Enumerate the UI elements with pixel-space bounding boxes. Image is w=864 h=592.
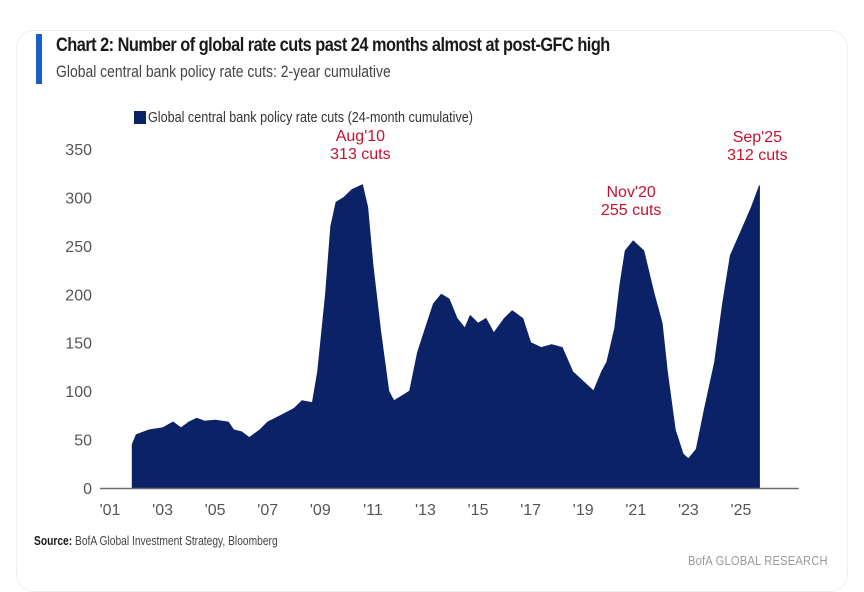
title-accent-bar (36, 34, 42, 84)
y-tick-label: 200 (65, 287, 92, 304)
annotation-date: Nov'20 (607, 184, 656, 201)
x-tick-label: '21 (625, 502, 646, 519)
annotation-date: Sep'25 (733, 129, 782, 146)
annotation-value: 255 cuts (601, 202, 661, 219)
brand-watermark: BofA GLOBAL RESEARCH (688, 553, 828, 568)
x-tick-label: '13 (415, 502, 436, 519)
source-label: Source: (34, 534, 73, 548)
x-tick-label: '17 (520, 502, 541, 519)
y-tick-label: 50 (74, 433, 92, 450)
source-text: BofA Global Investment Strategy, Bloombe… (72, 534, 278, 548)
x-tick-label: '25 (731, 502, 752, 519)
legend-label: Global central bank policy rate cuts (24… (148, 109, 473, 126)
chart-plot: 0 50 100 150 200 250 300 350 '01 '03 '05 '07 '09 '11… (65, 128, 799, 519)
annotation-value: 313 cuts (330, 146, 390, 163)
x-tick-label: '23 (678, 502, 699, 519)
x-tick-label: '15 (468, 502, 489, 519)
y-tick-label: 250 (65, 239, 92, 256)
x-tick-label: '09 (310, 502, 331, 519)
legend-swatch (134, 111, 146, 124)
x-tick-label: '03 (152, 502, 173, 519)
chart-legend: Global central bank policy rate cuts (24… (134, 109, 535, 126)
chart-subtitle: Global central bank policy rate cuts: 2-… (56, 62, 391, 81)
source-note: Source: BofA Global Investment Strategy,… (34, 534, 278, 548)
y-tick-label: 300 (65, 190, 92, 207)
y-tick-label: 100 (65, 384, 92, 401)
annotation-date: Aug'10 (336, 128, 385, 145)
y-tick-label: 0 (83, 481, 92, 498)
y-tick-label: 150 (65, 336, 92, 353)
x-tick-label: '05 (205, 502, 226, 519)
x-tick-label: '19 (573, 502, 594, 519)
x-tick-label: '01 (100, 502, 121, 519)
chart-title: Chart 2: Number of global rate cuts past… (56, 35, 610, 56)
x-tick-label: '11 (363, 502, 383, 519)
x-tick-label: '07 (257, 502, 278, 519)
y-tick-label: 350 (65, 142, 92, 159)
annotation-value: 312 cuts (727, 147, 787, 164)
series-area (131, 184, 760, 489)
